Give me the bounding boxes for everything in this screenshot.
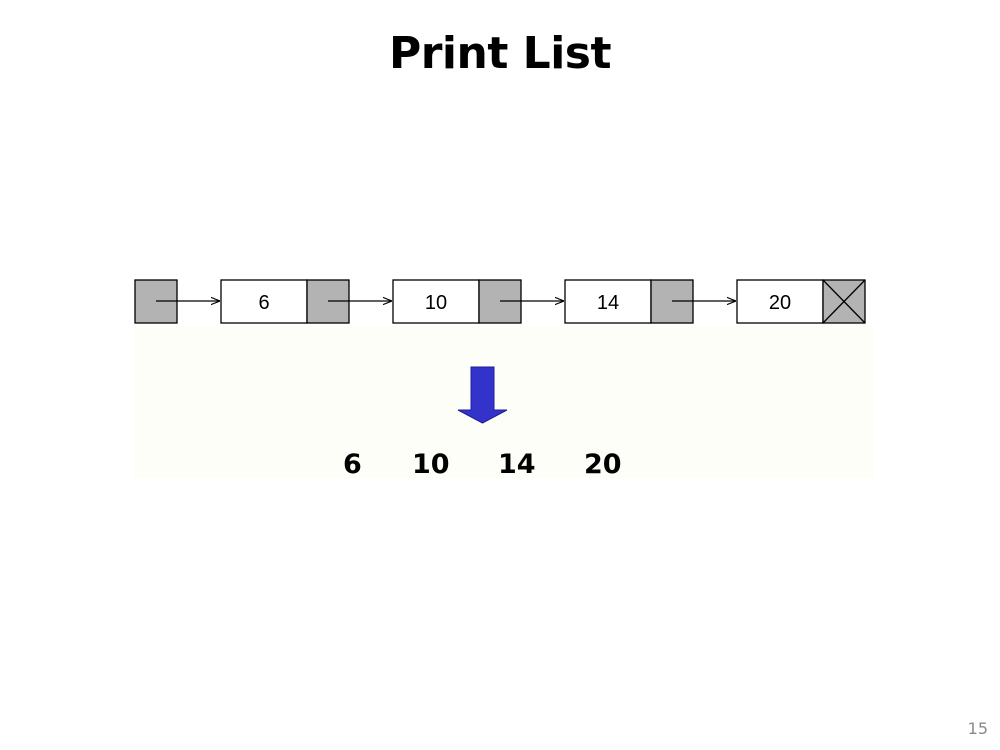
output-value: 20 xyxy=(584,449,622,480)
list-node: 20 xyxy=(736,279,866,324)
null-cross-icon xyxy=(822,279,866,324)
output-value: 14 xyxy=(498,449,536,480)
node-data-cell xyxy=(564,279,652,324)
output-panel xyxy=(134,326,874,478)
down-arrow-icon xyxy=(457,366,508,424)
node-data-cell xyxy=(220,279,308,324)
node-value: 20 xyxy=(769,292,791,314)
node-value: 10 xyxy=(425,292,447,314)
output-value: 6 xyxy=(343,449,362,480)
list-node: 10 xyxy=(392,279,522,324)
output-value: 10 xyxy=(412,449,450,480)
slide-title: Print List xyxy=(388,28,612,79)
node-value: 6 xyxy=(258,292,269,314)
page-number: 15 xyxy=(967,719,988,738)
node-value: 14 xyxy=(597,292,619,314)
printed-output: 6 10 14 20 xyxy=(330,449,650,485)
